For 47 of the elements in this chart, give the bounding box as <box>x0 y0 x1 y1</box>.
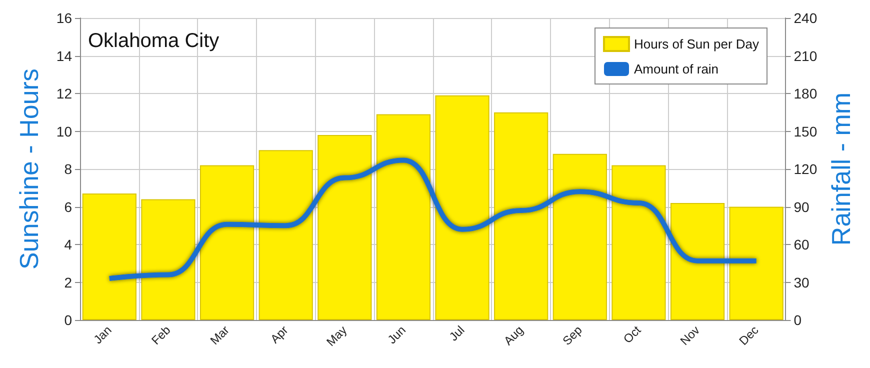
y2-tick-label: 210 <box>794 48 818 64</box>
bar <box>318 135 372 320</box>
x-tick-label: Sep <box>560 322 586 348</box>
y2-tick-label: 150 <box>794 123 818 140</box>
y2-tick-label: 60 <box>794 236 810 252</box>
y2-axis-title: Rainfall - mm <box>826 92 856 246</box>
text: Oklahoma City <box>88 30 220 52</box>
y-tick-label: 12 <box>56 86 72 102</box>
x-tick-label: Mar <box>207 323 232 348</box>
y2-tick-label: 0 <box>794 312 802 328</box>
x-tick-label: May <box>324 323 350 349</box>
x-tick-label: Oct <box>620 322 644 346</box>
bar <box>200 165 254 320</box>
y2-tick-label: 240 <box>794 10 818 26</box>
bar <box>552 154 607 320</box>
y-tick-label: 6 <box>64 198 72 215</box>
x-tick-label: Nov <box>678 323 702 348</box>
y-tick-label: 14 <box>56 48 72 64</box>
bar <box>670 202 725 320</box>
x-tick-label: Jul <box>446 323 468 344</box>
x-tick-label: Apr <box>268 323 291 346</box>
y2-tick-label: 120 <box>794 161 818 177</box>
y-tick-label: 16 <box>56 10 72 26</box>
x-tick-label: Dec <box>736 323 762 348</box>
bar <box>141 199 196 320</box>
bar <box>729 206 784 320</box>
bar <box>494 112 548 320</box>
y-axis-title: Sunshine - Hours <box>14 68 44 270</box>
bar <box>258 150 313 320</box>
bar <box>376 114 431 320</box>
legend-label: Amount of rain <box>634 62 719 76</box>
y-tick-label: 10 <box>56 123 72 140</box>
x-tick-label: Feb <box>148 322 174 348</box>
bar <box>612 165 666 320</box>
x-tick-label: Aug <box>501 323 526 348</box>
y-tick-label: 0 <box>64 312 72 328</box>
bar <box>82 194 136 320</box>
x-tick-label: Jun <box>384 323 408 347</box>
y-tick-label: 4 <box>64 236 72 252</box>
legend-label: Hours of Sun per Day <box>634 36 760 52</box>
y2-tick-label: 180 <box>794 86 818 102</box>
y-tick-label: 8 <box>64 161 72 177</box>
y2-tick-label: 90 <box>794 198 810 215</box>
x-tick-label: Jan <box>90 323 114 347</box>
y2-tick-label: 30 <box>794 274 810 290</box>
bar <box>435 95 490 320</box>
y-tick-label: 2 <box>64 274 72 290</box>
